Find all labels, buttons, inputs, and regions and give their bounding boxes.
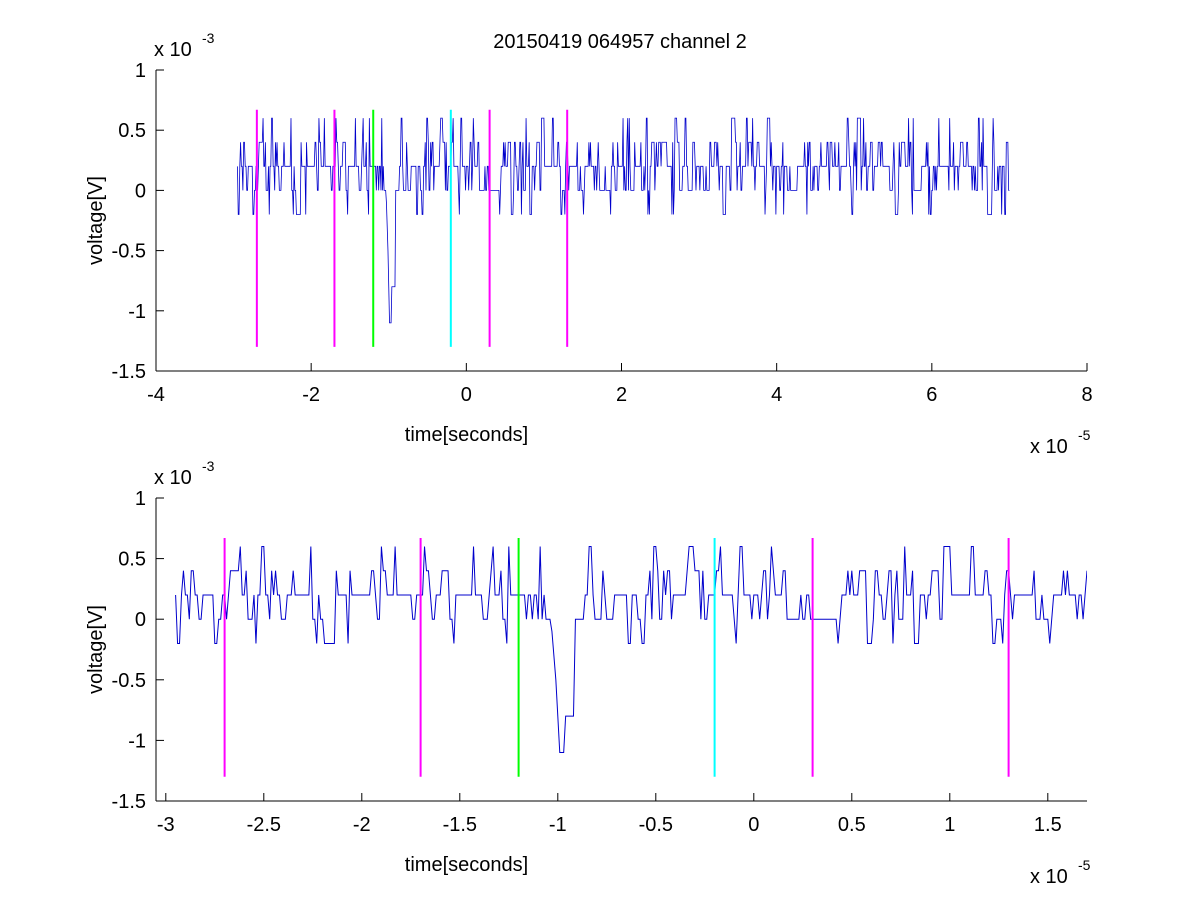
x-exponent-label: x 10 [1030,436,1068,458]
y-exponent-label: x 10 [154,39,192,61]
x-tick-label: 1 [944,814,955,836]
x-tick-label: -4 [147,384,165,406]
y-tick-label: -0.5 [112,241,146,263]
x-exponent-power: -5 [1078,427,1091,443]
x-tick-label: 1.5 [1034,814,1062,836]
voltage-series-line [237,117,1010,324]
y-tick-label: 0 [135,609,146,631]
x-tick-label: 0 [461,384,472,406]
x-tick-label: -2.5 [247,814,281,836]
top-chart: -1.5 -1 -0.5 0 0.5 1 -4 -2 0 2 4 6 8 time[seconds] vol… [85,30,1093,458]
x-axis-label: time[seconds] [405,424,528,446]
x-tick-label: -1.5 [443,814,477,836]
x-tick-label: -2 [302,384,320,406]
y-tick-label: 0.5 [118,120,146,142]
x-tick-label: 4 [771,384,782,406]
x-tick-label: -2 [353,814,371,836]
y-exponent-label: x 10 [154,467,192,489]
y-axis-label: voltage[V] [85,176,107,265]
y-tick-label: -1 [128,730,146,752]
figure-title: 20150419 064957 channel 2 [493,31,747,53]
x-tick-label: 2 [616,384,627,406]
x-tick-label: -1 [549,814,567,836]
voltage-series-line [175,545,1087,754]
y-tick-label: -1 [128,301,146,323]
y-exponent-power: -3 [202,458,215,474]
y-tick-label: 1 [135,488,146,510]
y-tick-label: -1.5 [112,361,146,383]
x-axis-label: time[seconds] [405,854,528,876]
y-axis-label: voltage[V] [85,605,107,694]
x-tick-label: 8 [1081,384,1092,406]
x-exponent-power: -5 [1078,857,1091,873]
x-tick-label: 0.5 [838,814,866,836]
y-tick-label: 0.5 [118,549,146,571]
y-tick-label: 1 [135,60,146,82]
y-tick-label: -1.5 [112,791,146,813]
x-tick-label: 6 [926,384,937,406]
y-tick-label: 0 [135,180,146,202]
x-tick-label: 0 [748,814,759,836]
y-tick-label: -0.5 [112,670,146,692]
y-exponent-power: -3 [202,30,215,46]
x-tick-label: -3 [157,814,175,836]
x-tick-label: -0.5 [639,814,673,836]
x-exponent-label: x 10 [1030,866,1068,888]
bottom-chart: -1.5 -1 -0.5 0 0.5 1 -3 -2.5 -2 -1.5 -1 -0.5 0 0.5 1 1.… [85,458,1091,888]
